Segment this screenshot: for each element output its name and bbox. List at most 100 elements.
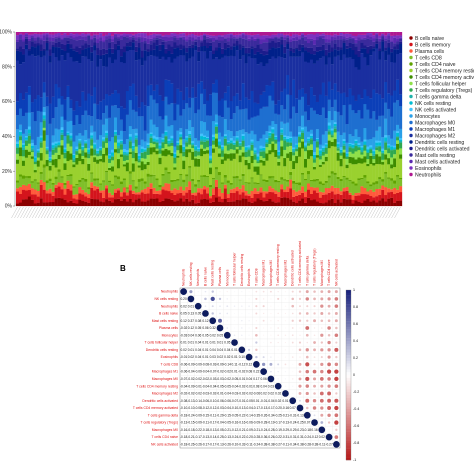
bar-segment — [102, 141, 106, 148]
correlation-value: -0.22 — [275, 435, 282, 439]
bar-segment — [369, 163, 373, 185]
bar-segment — [289, 50, 293, 57]
bar-segment — [306, 120, 311, 132]
bar-segment — [152, 147, 156, 153]
bar-segment — [102, 162, 106, 181]
bar-segment — [72, 187, 76, 195]
bar-segment — [399, 200, 403, 207]
bar-segment — [232, 158, 236, 177]
correlation-value: -0.05 — [216, 384, 223, 388]
bar-segment — [119, 142, 124, 145]
bar-segment — [122, 35, 127, 37]
x-tick-mark — [332, 206, 339, 219]
bar-segment — [197, 150, 201, 152]
bar-segment — [72, 160, 76, 163]
correlation-circle — [298, 370, 302, 373]
bar-segment — [36, 55, 40, 96]
bar-segment — [176, 45, 180, 48]
bar-segment — [232, 113, 236, 137]
bar-segment — [262, 147, 266, 151]
bar-segment — [256, 156, 260, 160]
colorbar-step — [346, 377, 351, 381]
bar-segment — [381, 189, 385, 199]
bar-segment — [262, 151, 266, 159]
bar-segment — [333, 99, 337, 112]
bar-segment — [78, 149, 82, 154]
correlation-circle — [319, 391, 324, 396]
bar-segment — [185, 35, 189, 40]
bar-segment — [229, 149, 233, 154]
x-tick-mark — [49, 206, 57, 219]
correlation-circle — [241, 334, 243, 336]
correlation-circle — [298, 312, 302, 315]
bar-segment — [390, 189, 394, 192]
bar-segment — [140, 192, 144, 202]
bar-segment — [182, 139, 186, 145]
bar-segment — [63, 33, 67, 37]
bar-segment — [39, 32, 43, 35]
correlation-circle — [306, 341, 309, 344]
bar-segment — [378, 179, 382, 189]
bar-segment — [247, 32, 251, 35]
x-axis-tick-marks — [11, 206, 401, 219]
bar-segment — [152, 187, 156, 194]
bar-segment — [48, 62, 52, 104]
row-label: T cells CD4 memory resting — [136, 384, 178, 388]
bar-segment — [330, 135, 334, 138]
bar-segment — [96, 178, 100, 181]
bar-segment — [393, 183, 397, 188]
bar-segment — [102, 153, 106, 163]
bar-segment — [315, 192, 320, 202]
bar-segment — [339, 47, 343, 50]
correlation-value: -0.17 — [209, 442, 216, 446]
bar-segment — [238, 143, 242, 146]
correlation-value: -0.21 — [224, 428, 231, 432]
bar-segment — [113, 129, 118, 133]
correlation-circle — [284, 385, 287, 387]
bar-segment — [396, 137, 400, 141]
bar-segment — [238, 34, 242, 37]
correlation-circle — [277, 290, 279, 293]
correlation-value: -0.20 — [245, 435, 252, 439]
bar-segment — [128, 184, 132, 191]
bar-segment — [54, 158, 58, 168]
bar-segment — [369, 33, 373, 38]
bar-segment — [146, 56, 150, 86]
bar-segment — [363, 144, 367, 146]
bar-segment — [75, 32, 79, 34]
bar-segment — [289, 56, 293, 96]
bar-segment — [152, 141, 156, 145]
bar-segment — [277, 114, 281, 142]
bar-segment — [223, 119, 227, 135]
bar-segment — [27, 175, 31, 179]
bar-segment — [134, 111, 138, 129]
bar-segment — [158, 95, 162, 117]
bar-segment — [277, 38, 281, 42]
bar-segment — [214, 125, 219, 127]
bar-segment — [286, 197, 290, 207]
bar-segment — [283, 140, 287, 150]
bar-segment — [369, 195, 373, 202]
bar-segment — [384, 47, 388, 51]
x-tick-mark — [251, 206, 259, 219]
bar-segment — [125, 187, 129, 189]
bar-segment — [277, 32, 281, 34]
bar-segment — [277, 158, 281, 162]
correlation-value: 0.04 — [188, 333, 194, 337]
bar-segment — [155, 103, 159, 128]
correlation-value: -0.28 — [260, 421, 267, 425]
bar-segment — [33, 170, 37, 173]
diagonal-circle — [245, 353, 253, 361]
bar-segment — [57, 33, 61, 37]
bar-segment — [75, 33, 79, 37]
bar-segment — [185, 137, 189, 141]
bar-segment — [211, 32, 216, 36]
bar-segment — [271, 34, 275, 38]
bar-segment — [247, 34, 251, 39]
bar-segment — [223, 177, 227, 185]
bar-segment — [286, 186, 290, 192]
bar-segment — [179, 153, 183, 175]
bar-segment — [318, 37, 322, 48]
bar-segment — [211, 120, 216, 135]
